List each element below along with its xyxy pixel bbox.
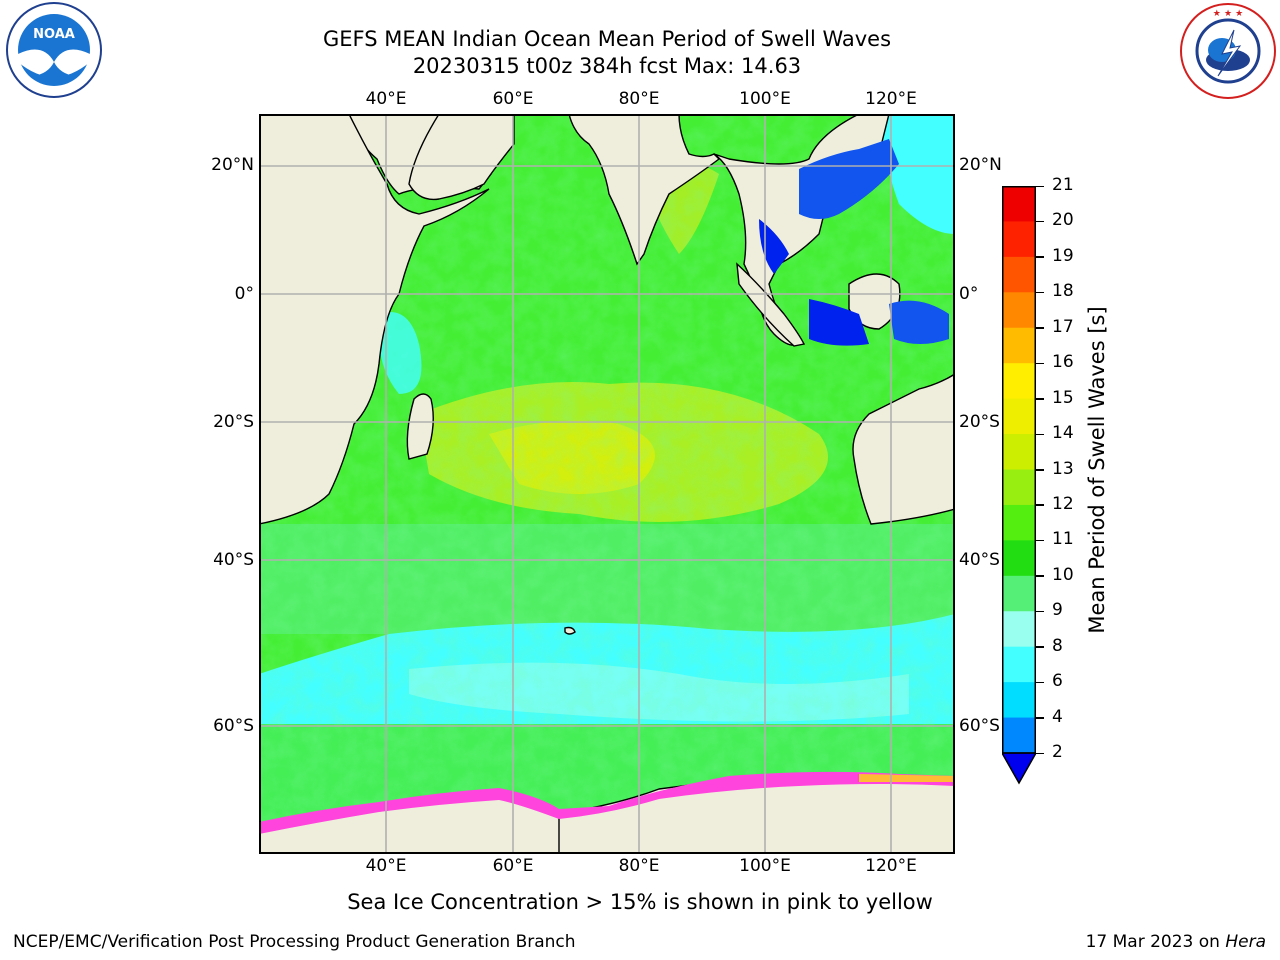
colorbar-segment xyxy=(1002,327,1036,364)
colorbar-tick xyxy=(1036,362,1044,365)
footer-date-text: 17 Mar 2023 on xyxy=(1085,932,1226,952)
lat-label-left: 20°N xyxy=(211,155,254,175)
colorbar-segment xyxy=(1002,611,1036,648)
colorbar-tick xyxy=(1036,469,1044,471)
colorbar-tick-label: 10 xyxy=(1052,564,1074,585)
colorbar-tick-label: 9 xyxy=(1052,600,1063,621)
colorbar-tick xyxy=(1036,433,1044,436)
lat-label-left: 0° xyxy=(234,284,254,304)
graticule xyxy=(259,114,955,854)
colorbar-extend xyxy=(1002,752,1036,785)
low-period-seas xyxy=(759,139,949,346)
lon-label-top: 80°E xyxy=(618,89,660,109)
swell-period-map xyxy=(259,114,955,854)
colorbar-segment xyxy=(1002,221,1036,258)
noaa-logo: NOAA xyxy=(6,2,102,98)
colorbar-title: Mean Period of Swell Waves [s] xyxy=(1085,306,1109,634)
colorbar-tick xyxy=(1036,539,1044,542)
colorbar-segment xyxy=(1002,682,1036,719)
lat-label-left: 40°S xyxy=(213,550,254,570)
colorbar-tick-label: 21 xyxy=(1052,175,1074,195)
lon-label-top: 100°E xyxy=(739,89,791,109)
colorbar-tick-label: 17 xyxy=(1052,316,1074,337)
colorbar-tick-label: 4 xyxy=(1052,706,1063,727)
sea-ice-note: Sea Ice Concentration > 15% is shown in … xyxy=(347,890,933,914)
colorbar-tick xyxy=(1036,717,1044,719)
lat-label-left: 20°S xyxy=(213,412,254,432)
colorbar-tick-label: 8 xyxy=(1052,635,1063,656)
lon-label-bottom: 120°E xyxy=(865,856,917,876)
colorbar-segment xyxy=(1002,646,1036,683)
lon-label-top: 60°E xyxy=(492,89,534,109)
colorbar-segment xyxy=(1002,575,1036,612)
colorbar-segment xyxy=(1002,256,1036,293)
lat-label-right: 20°S xyxy=(959,412,1000,432)
colorbar-tick xyxy=(1036,752,1044,754)
footer-credit: NCEP/EMC/Verification Post Processing Pr… xyxy=(13,932,576,952)
nws-logo: ★ ★ ★ xyxy=(1180,3,1276,99)
colorbar-tick-label: 19 xyxy=(1052,245,1074,266)
colorbar-segment xyxy=(1002,504,1036,541)
colorbar-segment xyxy=(1002,434,1036,470)
lon-label-bottom: 60°E xyxy=(492,856,534,876)
colorbar-tick xyxy=(1036,256,1044,258)
colorbar-tick xyxy=(1036,398,1044,400)
colorbar-segment xyxy=(1002,717,1036,754)
lat-label-right: 0° xyxy=(959,284,979,304)
map-subtitle: 20230315 t00z 384h fcst Max: 14.63 xyxy=(412,54,802,78)
colorbar-tick xyxy=(1036,220,1044,223)
lat-label-right: 20°N xyxy=(959,155,1002,175)
colorbar-tick xyxy=(1036,504,1044,506)
colorbar-tick-label: 14 xyxy=(1052,423,1074,444)
colorbar-tick xyxy=(1036,327,1044,329)
footer-date: 17 Mar 2023 on Hera xyxy=(1086,932,1266,952)
colorbar-tick xyxy=(1036,291,1044,294)
colorbar-tick xyxy=(1036,610,1044,613)
colorbar-tick xyxy=(1036,646,1044,648)
colorbar-tick-label: 13 xyxy=(1052,458,1074,479)
lon-label-bottom: 40°E xyxy=(365,856,407,876)
colorbar-segment xyxy=(1002,186,1036,222)
colorbar-segment xyxy=(1002,292,1036,329)
colorbar-segment xyxy=(1002,469,1036,506)
colorbar-tick-label: 6 xyxy=(1052,671,1063,692)
colorbar-tick-label: 16 xyxy=(1052,352,1074,373)
colorbar-tick-label: 15 xyxy=(1052,387,1074,408)
map-title: GEFS MEAN Indian Ocean Mean Period of Sw… xyxy=(322,27,892,51)
lat-label-right: 40°S xyxy=(959,550,1000,570)
lon-label-bottom: 80°E xyxy=(618,856,660,876)
colorbar-tick-label: 2 xyxy=(1052,742,1063,762)
colorbar-tick xyxy=(1036,185,1044,187)
colorbar-tick-label: 12 xyxy=(1052,493,1074,514)
colorbar-segment xyxy=(1002,540,1036,577)
colorbar-tick-label: 11 xyxy=(1052,529,1074,550)
svg-text:NOAA: NOAA xyxy=(33,27,75,42)
lon-label-bottom: 100°E xyxy=(739,856,791,876)
colorbar-tick-label: 20 xyxy=(1052,210,1074,231)
colorbar-tick xyxy=(1036,575,1044,577)
colorbar-tick xyxy=(1036,681,1044,684)
colorbar-segment xyxy=(1002,398,1036,435)
colorbar xyxy=(1002,186,1036,785)
lat-label-left: 60°S xyxy=(213,716,254,736)
lat-label-right: 60°S xyxy=(959,716,1000,736)
colorbar-tick-label: 18 xyxy=(1052,281,1074,302)
lon-label-top: 120°E xyxy=(865,89,917,109)
svg-text:★ ★ ★: ★ ★ ★ xyxy=(1213,9,1243,19)
colorbar-segment xyxy=(1002,363,1036,400)
lon-label-top: 40°E xyxy=(365,89,407,109)
footer-machine: Hera xyxy=(1225,932,1266,952)
